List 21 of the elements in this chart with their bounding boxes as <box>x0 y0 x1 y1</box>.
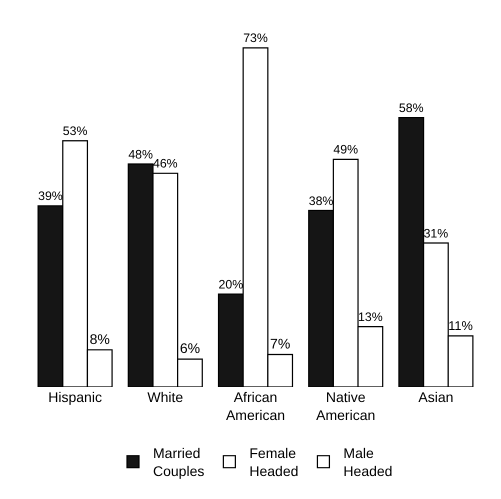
x-tick-label: Native American <box>316 389 376 424</box>
legend-label: Female Headed <box>249 445 298 480</box>
data-label: 8% <box>90 330 110 347</box>
data-label: 6% <box>180 340 200 356</box>
data-label: 58% <box>398 100 424 115</box>
legend-label: Married Couples <box>153 445 204 480</box>
data-label: 49% <box>333 142 358 157</box>
data-label: 46% <box>152 156 178 171</box>
x-tick-label: Hispanic <box>48 389 102 405</box>
x-tick-label: African American <box>226 389 286 424</box>
data-label: 11% <box>448 318 473 334</box>
legend-label: Male Headed <box>343 445 392 480</box>
data-label: 48% <box>128 147 154 162</box>
x-tick-label: White <box>147 389 184 405</box>
data-label: 73% <box>243 31 268 46</box>
data-label: 7% <box>270 335 290 352</box>
data-label: 53% <box>62 124 88 138</box>
data-label: 13% <box>358 310 383 324</box>
data-label: 31% <box>424 226 448 240</box>
data-label: 38% <box>308 194 334 208</box>
x-tick-label: Asian <box>418 389 454 405</box>
